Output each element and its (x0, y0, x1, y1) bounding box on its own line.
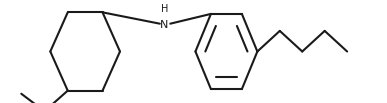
Text: N: N (160, 20, 169, 30)
Text: H: H (161, 4, 168, 14)
